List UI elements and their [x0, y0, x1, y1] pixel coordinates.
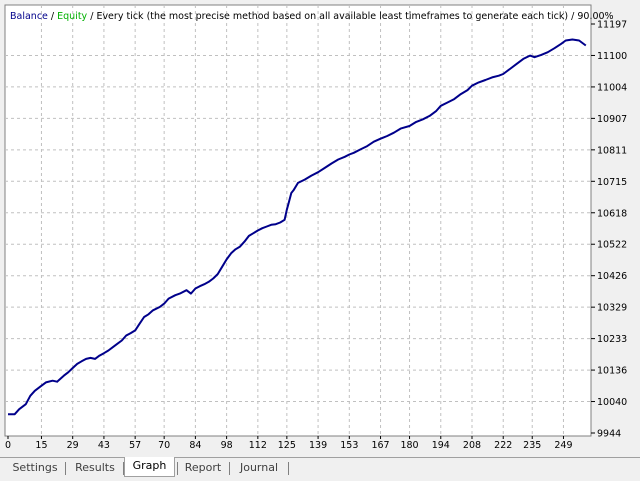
legend-balance: Balance	[10, 11, 48, 22]
x-tick-label: 208	[463, 440, 481, 451]
y-tick-label: 9944	[597, 429, 621, 440]
x-tick-label: 194	[432, 440, 450, 451]
legend-separator: /	[568, 11, 577, 22]
y-tick-label: 11100	[597, 51, 627, 62]
balance-line	[8, 38, 587, 416]
tab-separator	[123, 462, 124, 475]
tab-settings[interactable]: Settings	[12, 461, 58, 474]
balance-chart: 11197 11100 11004 10907 10811 10715 10618 10522…	[4, 4, 627, 451]
tab-graph[interactable]: Graph	[124, 457, 175, 477]
x-tick-label: 222	[494, 440, 512, 451]
y-tick-label: 10329	[597, 303, 627, 314]
x-tick-label: 15	[35, 440, 47, 451]
x-tick-label: 125	[278, 440, 296, 451]
x-tick-label: 249	[554, 440, 572, 451]
y-tick-label: 10426	[597, 271, 627, 282]
chart-legend: Balance / Equity / Every tick (the most …	[10, 11, 614, 22]
y-tick-label: 11197	[597, 20, 627, 31]
tab-results[interactable]: Results	[75, 461, 115, 474]
y-axis: 11197 11100 11004 10907 10811 10715 10618 10522…	[591, 20, 627, 440]
y-tick-label: 10136	[597, 366, 627, 377]
y-tick-label: 10618	[597, 208, 627, 219]
y-tick-label: 10715	[597, 177, 627, 188]
tab-report[interactable]: Report	[184, 461, 222, 474]
x-tick-label: 0	[5, 440, 11, 451]
legend-modelling-method: Every tick (the most precise method base…	[96, 11, 568, 22]
y-tick-label: 10811	[597, 145, 627, 156]
y-tick-label: 10040	[597, 397, 627, 408]
x-tick-label: 84	[189, 440, 201, 451]
y-tick-label: 10233	[597, 334, 627, 345]
x-tick-label: 70	[158, 440, 170, 451]
grid-lines	[5, 5, 591, 436]
series-layer	[8, 38, 587, 416]
x-tick-label: 29	[67, 440, 79, 451]
tab-separator	[65, 462, 66, 475]
x-tick-label: 112	[249, 440, 267, 451]
x-tick-label: 139	[309, 440, 327, 451]
tab-separator	[177, 462, 178, 475]
tab-separator	[229, 462, 230, 475]
x-tick-label: 43	[98, 440, 110, 451]
x-tick-label: 180	[400, 440, 418, 451]
tab-bar: Settings Results Graph Report Journal	[0, 457, 640, 481]
legend-equity: Equity	[57, 11, 87, 22]
x-tick-label: 57	[129, 440, 141, 451]
legend-separator: /	[87, 11, 96, 22]
legend-separator: /	[48, 11, 57, 22]
y-tick-label: 10907	[597, 114, 627, 125]
legend-modelling-quality: 90.00%	[577, 11, 613, 22]
tab-separator	[288, 462, 289, 475]
x-tick-label: 167	[371, 440, 389, 451]
x-tick-label: 235	[523, 440, 541, 451]
x-tick-label: 98	[221, 440, 233, 451]
tab-journal[interactable]: Journal	[239, 461, 279, 474]
x-tick-label: 153	[340, 440, 358, 451]
y-tick-label: 11004	[597, 82, 627, 93]
x-axis: 0 15 29 43 57 70 84 98 112 125 139 153 167 180 194 208 2…	[5, 436, 573, 451]
y-tick-label: 10522	[597, 240, 627, 251]
